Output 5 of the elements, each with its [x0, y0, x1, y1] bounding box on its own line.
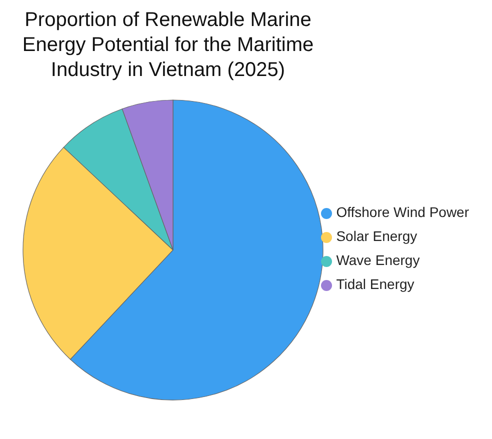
legend-label: Offshore Wind Power — [336, 204, 469, 220]
legend-label: Wave Energy — [336, 252, 420, 268]
legend-label: Tidal Energy — [336, 276, 414, 292]
legend-label: Solar Energy — [336, 228, 418, 244]
chart-title: Proportion of Renewable Marine Energy Potential for the Maritime Industry in Vietnam (2025) — [21, 8, 315, 83]
